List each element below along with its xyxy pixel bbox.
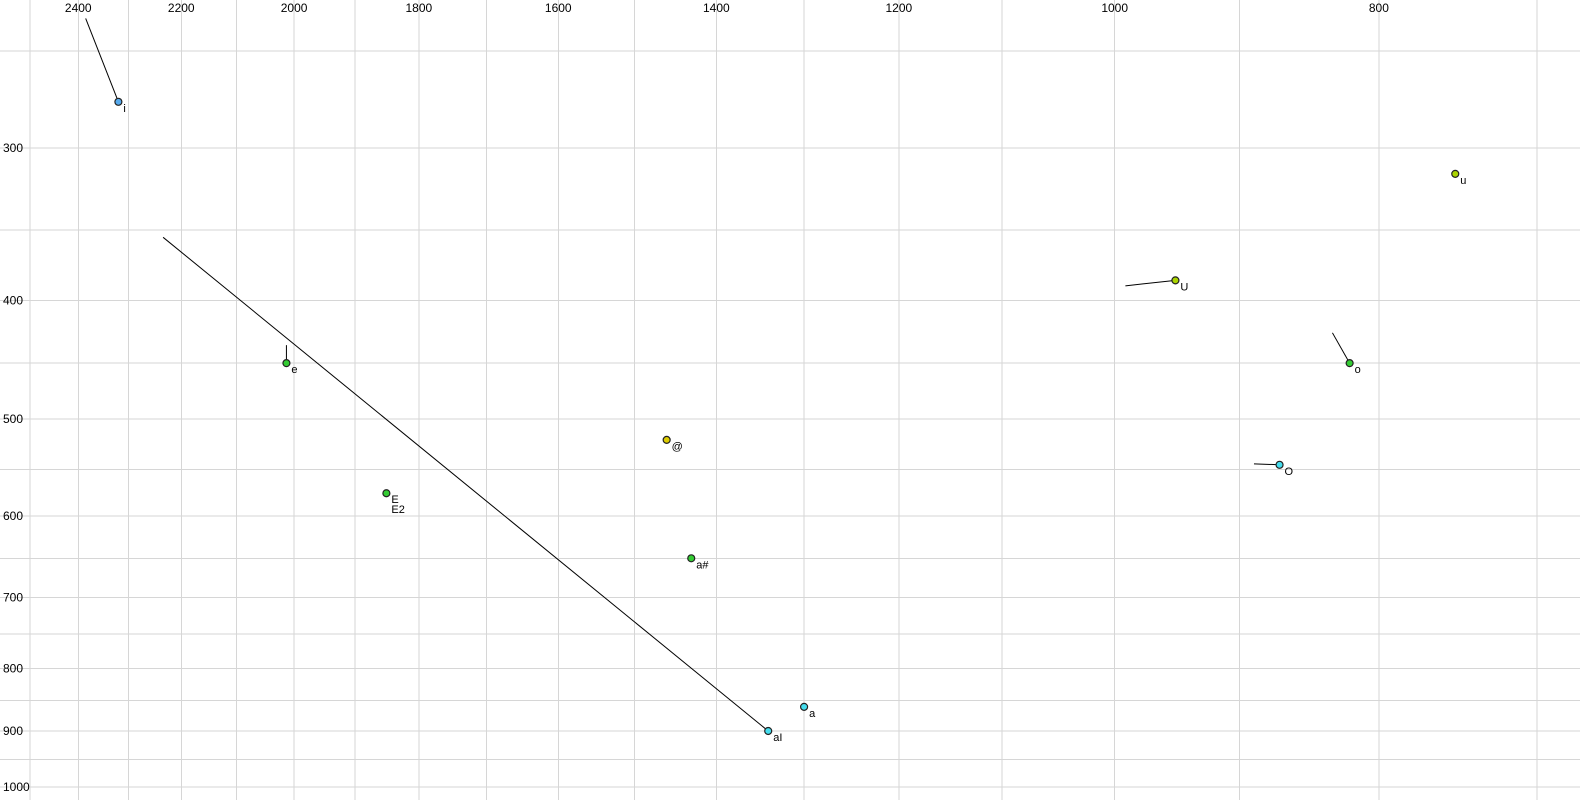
x-tick-label: 1200 (885, 1, 912, 15)
y-tick-label: 700 (3, 591, 23, 605)
point-label-O: O (1285, 466, 1294, 478)
trajectory-line-U (1125, 279, 1176, 287)
data-point-i[interactable] (114, 97, 123, 106)
y-tick-label: 1000 (3, 780, 30, 794)
point-label-E2: E2 (391, 504, 404, 516)
y-tick-label: 300 (3, 141, 23, 155)
y-tick-label: 600 (3, 509, 23, 523)
y-tick-label: 900 (3, 724, 23, 738)
point-label-U: U (1180, 281, 1188, 293)
y-tick-label: 500 (3, 412, 23, 426)
trajectory-line-o (1331, 332, 1351, 364)
point-label-@: @ (672, 441, 683, 453)
trajectory-line-O (1253, 463, 1280, 466)
point-label-E: E (391, 494, 398, 506)
x-tick-label: 1400 (703, 1, 730, 15)
point-label-i: i (123, 103, 125, 115)
point-label-a#: a# (696, 559, 709, 571)
data-point-a#[interactable] (687, 554, 696, 563)
trajectory-line-i (85, 18, 119, 102)
point-label-aI: aI (773, 732, 782, 744)
x-tick-label: 1600 (545, 1, 572, 15)
point-label-a: a (809, 708, 816, 720)
x-tick-label: 1800 (405, 1, 432, 15)
y-tick-label: 400 (3, 294, 23, 308)
x-tick-label: 2400 (65, 1, 92, 15)
data-point-U[interactable] (1171, 276, 1180, 285)
data-point-u[interactable] (1451, 169, 1460, 178)
data-point-e[interactable] (282, 359, 291, 368)
data-point-@[interactable] (662, 435, 671, 444)
point-label-o: o (1355, 364, 1361, 376)
data-point-O[interactable] (1275, 460, 1284, 469)
x-tick-label: 800 (1369, 1, 1389, 15)
trajectory-line-aI (162, 236, 769, 732)
x-tick-label: 2200 (168, 1, 195, 15)
point-label-e: e (291, 364, 297, 376)
data-point-aI[interactable] (764, 726, 773, 736)
y-tick-label: 800 (3, 661, 23, 675)
data-point-a[interactable] (799, 702, 809, 711)
point-label-u: u (1460, 175, 1466, 187)
x-tick-label: 1000 (1101, 1, 1128, 15)
x-tick-label: 2000 (281, 1, 308, 15)
data-point-E[interactable] (382, 489, 391, 498)
data-point-o[interactable] (1345, 359, 1354, 368)
